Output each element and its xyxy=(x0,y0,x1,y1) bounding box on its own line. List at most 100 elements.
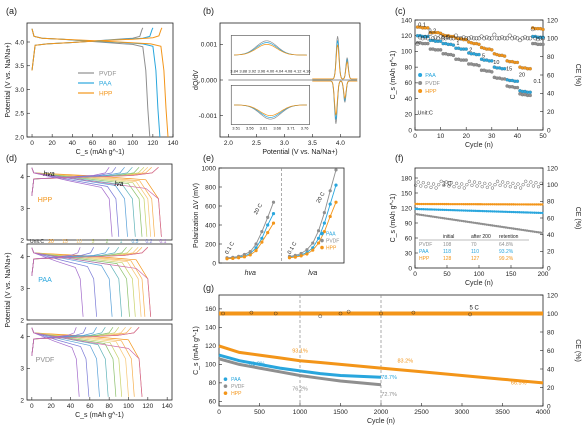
panel-c-ce-point xyxy=(453,33,458,38)
panel-e-point-pvdf xyxy=(316,229,321,233)
panel-f-ce-point xyxy=(485,185,489,189)
panel-d-charge-curve xyxy=(31,246,133,276)
panel-f-point-pvdf xyxy=(475,222,479,225)
panel-f-point-pvdf xyxy=(420,213,423,217)
panel-f-point-pvdf xyxy=(425,214,429,218)
panel-c-y2-tick-label: 120 xyxy=(547,17,558,24)
panel-c-ce-point xyxy=(487,36,492,41)
panel-f-point-pvdf xyxy=(473,221,477,225)
panel-g-y-tick-label: 60 xyxy=(209,399,217,406)
panel-a-y-tick-label: 2.5 xyxy=(15,111,24,118)
panel-b-x-tick-label: 3.0 xyxy=(280,140,289,147)
panel-c-y2-tick-label: 60 xyxy=(547,72,555,79)
panel-f-point-hpp xyxy=(449,202,452,206)
panel-c-rate-label: 15 xyxy=(506,66,512,72)
panel-c-x-tick-label: 40 xyxy=(514,133,522,140)
panel-f-point-paa xyxy=(460,209,463,212)
panel-f-table-cell: 108 xyxy=(443,242,452,248)
panel-f-table-cell: 110 xyxy=(471,249,479,255)
panel-e-point-pvdf xyxy=(271,200,276,204)
panel-c-y-tick-label: 20 xyxy=(405,112,413,119)
panel-e-y-tick-label: 200 xyxy=(205,241,216,248)
panel-e-legend-swatch xyxy=(320,245,324,250)
panel-g-x-tick-label: 3500 xyxy=(495,409,510,416)
panel-f-x-tick-label: 150 xyxy=(506,271,517,278)
panel-f-point-paa xyxy=(435,208,438,211)
panel-c-x-tick-label: 0 xyxy=(413,133,417,140)
panel-f-ce-point xyxy=(462,186,466,190)
panel-a-x-tick-label: 60 xyxy=(89,140,97,147)
panel-f-point-paa xyxy=(443,208,446,212)
panel-f-point-pvdf xyxy=(431,215,435,218)
panel-f-y2-tick-label: 40 xyxy=(547,232,555,239)
panel-f-point-paa xyxy=(433,208,437,211)
panel-e-point-pvdf xyxy=(242,252,247,257)
panel-c-ce-point xyxy=(525,36,530,41)
panel-d-frame-paa xyxy=(26,243,173,321)
panel-f-ce-point xyxy=(460,182,464,186)
panel-a-charge-pvdf xyxy=(31,27,144,71)
panel-f-point-hpp xyxy=(479,203,483,206)
panel-f-ce-point xyxy=(506,181,510,185)
panel-f-ce-point xyxy=(419,184,423,188)
panel-g-legend-swatch xyxy=(223,377,228,381)
panel-f-point-paa xyxy=(487,210,490,213)
panel-c-rate-label: 1 xyxy=(456,41,459,47)
panel-c-point-hpp xyxy=(477,42,481,47)
panel-d-subpanel-label-paa: PAA xyxy=(38,277,52,284)
panel-f-y-tick-label: 150 xyxy=(401,190,412,197)
panel-f-point-hpp xyxy=(512,203,515,206)
panel-a-y-tick-label: 3.5 xyxy=(15,63,24,70)
panel-b-x-tick-label: 3.5 xyxy=(308,140,317,147)
panel-f-y-tick-label: 120 xyxy=(401,205,412,212)
panel-f-point-paa xyxy=(518,211,521,214)
panel-f-point-pvdf xyxy=(452,218,456,221)
panel-e-point-hpp xyxy=(225,257,229,261)
panel-f-point-hpp xyxy=(514,203,517,206)
panel-g-y2-tick-label: 80 xyxy=(547,329,555,336)
panel-f-point-paa xyxy=(535,211,538,214)
panel-f-y-tick-label: 90 xyxy=(405,220,413,227)
panel-g-legend-swatch xyxy=(223,384,228,388)
panel-f-point-pvdf xyxy=(508,226,511,230)
panel-f-ce-point xyxy=(478,181,482,185)
panel-c-legend-hpp: HPP xyxy=(425,89,437,95)
panel-c-ylabel: C_s (mAh g^-1) xyxy=(390,51,397,100)
panel-d-rate-label: 15 xyxy=(62,239,68,245)
panel-f-ce-point xyxy=(434,186,438,190)
panel-f-point-pvdf xyxy=(427,214,431,218)
panel-c-point-paa xyxy=(438,39,443,43)
panel-c-legend-swatch xyxy=(418,89,423,93)
panel-f-point-hpp xyxy=(487,203,490,206)
panel-c-ce-point xyxy=(497,36,502,41)
panel-f-y-tick-label: 0 xyxy=(408,265,412,272)
panel-c-rate-label: 0.2 xyxy=(429,29,437,35)
panel-b-xlabel: Potential (V vs. Na/Na+) xyxy=(262,149,337,156)
panel-f-ce-point xyxy=(442,183,446,187)
panel-f-point-pvdf xyxy=(443,217,446,220)
panel-f-point-hpp xyxy=(518,203,521,206)
panel-c-point-pvdf xyxy=(464,58,468,62)
panel-c-ce-point xyxy=(500,35,505,40)
panel-f-point-pvdf xyxy=(535,230,538,234)
panel-f-ylabel: C_s (mAh g^-1) xyxy=(390,194,397,243)
panel-e-y-tick-label: 400 xyxy=(205,222,216,229)
panel-f-table-cell: 99.2% xyxy=(499,256,514,262)
panel-e-point-pvdf xyxy=(322,211,326,215)
panel-a-x-tick-label: 0 xyxy=(30,140,34,147)
panel-d-charge-curve xyxy=(31,247,110,276)
panel-f-point-pvdf xyxy=(466,220,469,223)
panel-f-point-pvdf xyxy=(439,216,442,219)
panel-f-point-hpp xyxy=(489,203,492,206)
panel-c-ce-point xyxy=(451,36,456,41)
panel-a-ylabel: Potential (V vs. Na/Na+) xyxy=(5,42,12,117)
panel-f-point-paa xyxy=(541,211,544,215)
panel-a-y-tick-label: 3.0 xyxy=(15,87,24,94)
panel-f-ce-point xyxy=(439,179,443,183)
panel-b-inset-tick-label: 4.12 xyxy=(294,69,303,74)
panel-c-ce-point xyxy=(541,36,546,41)
panel-c-legend-swatch xyxy=(418,73,423,77)
panel-e-rate-high-hva: 20 C xyxy=(253,203,264,216)
panel-f-point-pvdf xyxy=(533,230,536,233)
panel-a-legend-hpp: HPP xyxy=(99,91,112,98)
